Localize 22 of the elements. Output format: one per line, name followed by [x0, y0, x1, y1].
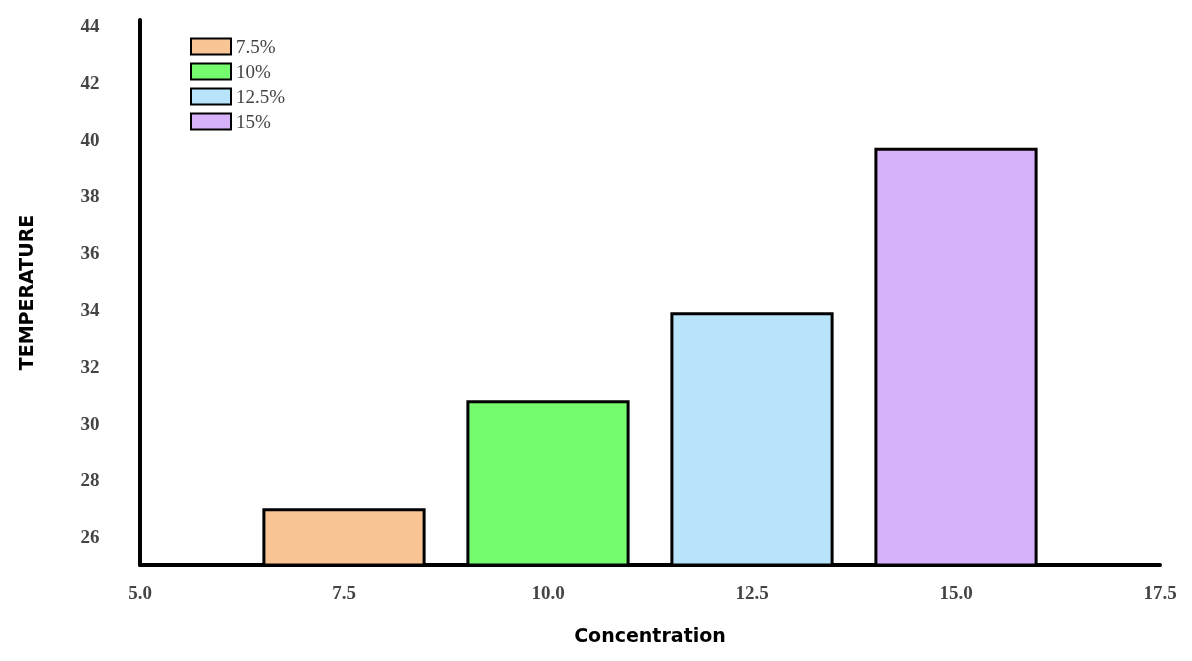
x-tick-label: 10.0 [531, 582, 565, 603]
y-tick-label: 26 [80, 526, 100, 548]
y-tick-label: 40 [80, 128, 100, 150]
x-tick-label: 12.5 [735, 582, 769, 603]
legend-label: 10% [236, 61, 271, 82]
x-tick-label: 15.0 [939, 582, 973, 603]
y-tick-label: 30 [80, 412, 100, 434]
legend-label: 15% [236, 111, 271, 132]
y-tick-label: 42 [80, 71, 100, 93]
x-tick-label: 7.5 [332, 582, 356, 603]
y-tick-label: 32 [80, 355, 100, 377]
x-tick-label: 5.0 [128, 582, 152, 603]
legend-label: 12.5% [236, 86, 286, 107]
y-tick-label: 36 [80, 242, 100, 264]
x-axis-title: Concentration [574, 623, 726, 646]
y-axis-title: TEMPERATURE [14, 214, 37, 371]
y-tick-label: 44 [80, 15, 100, 37]
y-tick-label: 34 [80, 299, 100, 321]
y-tick-label: 28 [80, 469, 100, 491]
x-tick-label: 17.5 [1143, 582, 1177, 603]
y-tick-label: 38 [80, 185, 100, 207]
legend-label: 7.5% [236, 36, 276, 57]
